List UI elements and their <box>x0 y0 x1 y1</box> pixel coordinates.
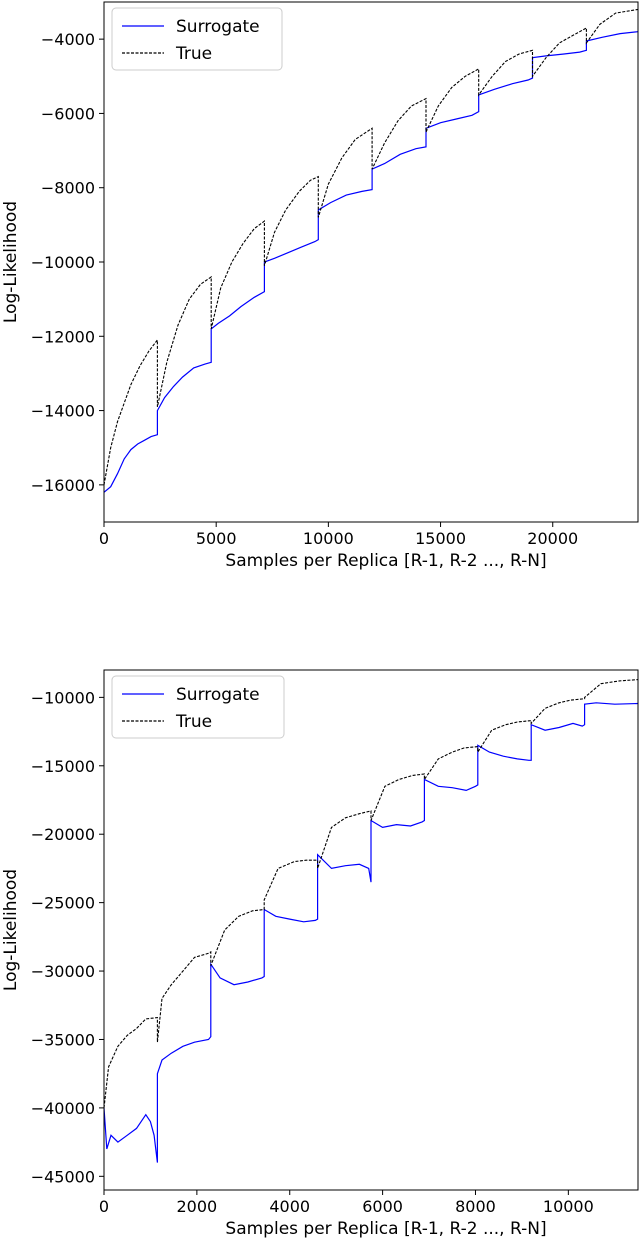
legend-label-surrogate: Surrogate <box>176 17 260 37</box>
legend-label-surrogate: Surrogate <box>176 685 260 705</box>
x-axis-label: Samples per Replica [R-1, R-2 ..., R-N] <box>225 1219 546 1239</box>
y-tick-label: −15000 <box>31 757 95 776</box>
legend <box>111 675 285 739</box>
x-tick-label: 15000 <box>415 529 466 548</box>
x-tick-label: 0 <box>99 1197 109 1216</box>
series-line-surrogate <box>104 31 638 493</box>
x-tick-label: 6000 <box>362 1197 403 1216</box>
legend <box>111 7 283 71</box>
y-tick-label: −14000 <box>31 402 95 421</box>
y-tick-label: −16000 <box>31 476 95 495</box>
series-line-true <box>104 679 638 1108</box>
y-tick-label: −10000 <box>31 688 95 707</box>
y-tick-label: −6000 <box>41 104 95 123</box>
y-tick-label: −40000 <box>31 1099 95 1118</box>
y-tick-label: −35000 <box>31 1030 95 1049</box>
series-line-true <box>104 8 638 485</box>
legend-label-true: True <box>175 712 212 732</box>
y-tick-label: −30000 <box>31 962 95 981</box>
x-axis-label: Samples per Replica [R-1, R-2 ..., R-N] <box>225 551 546 571</box>
y-tick-label: −10000 <box>31 253 95 272</box>
plot-frame <box>103 1 639 523</box>
x-tick-label: 10000 <box>543 1197 594 1216</box>
y-tick-label: −25000 <box>31 894 95 913</box>
y-tick-label: −20000 <box>31 825 95 844</box>
y-tick-label: −12000 <box>31 327 95 346</box>
x-tick-label: 8000 <box>455 1197 496 1216</box>
chart-1: 0 5000 10000 15000 20000 −16000 −14000 −12000 −1… <box>1 1 639 571</box>
x-tick-label: 5000 <box>196 529 237 548</box>
y-tick-label: −4000 <box>41 30 95 49</box>
y-axis-label: Log-Likelihood <box>1 201 21 323</box>
x-tick-label: 10000 <box>303 529 354 548</box>
x-tick-label: 20000 <box>527 529 578 548</box>
plot-frame <box>103 669 639 1191</box>
series-line-surrogate <box>104 702 638 1163</box>
y-tick-label: −8000 <box>41 179 95 198</box>
y-axis-label: Log-Likelihood <box>1 869 21 991</box>
x-tick-label: 2000 <box>177 1197 218 1216</box>
chart-2: 0 2000 4000 6000 8000 10000 −45000 −40000 −35000… <box>1 669 639 1239</box>
x-tick-label: 4000 <box>269 1197 310 1216</box>
y-tick-label: −45000 <box>31 1167 95 1186</box>
legend-label-true: True <box>175 44 212 64</box>
x-tick-label: 0 <box>99 529 109 548</box>
